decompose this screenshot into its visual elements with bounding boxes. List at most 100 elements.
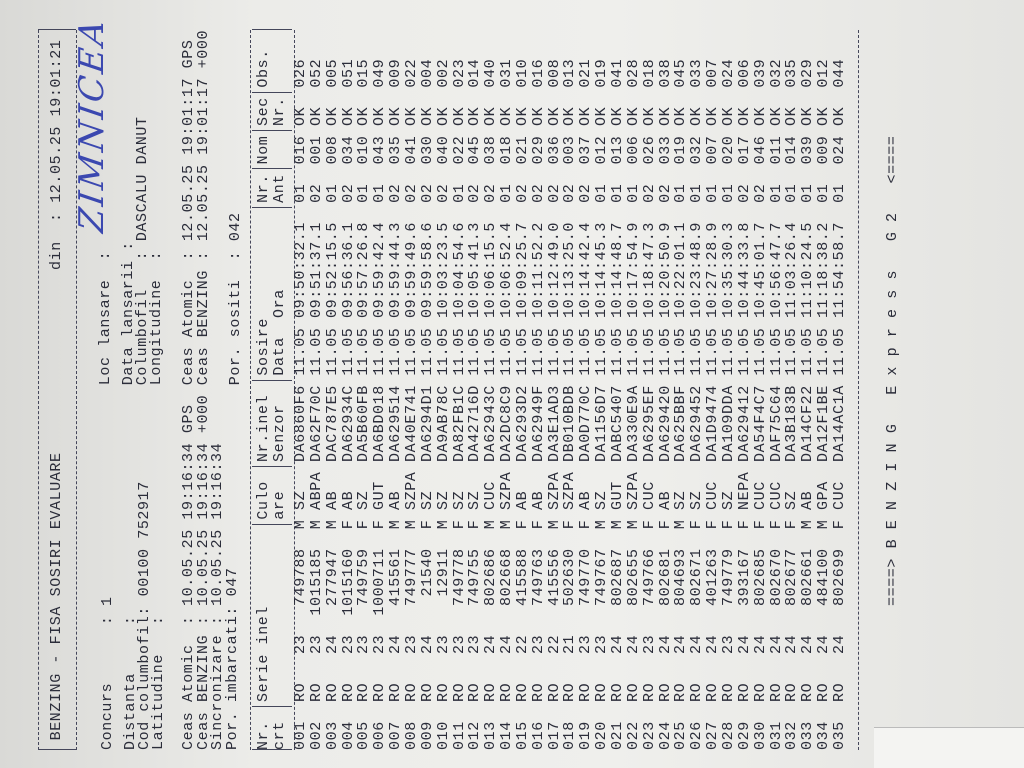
color: ABPA [307, 471, 325, 510]
arrival-date: 11.05 [593, 327, 611, 376]
handwritten-location: ZIMNICEA [72, 14, 112, 235]
nom: 001 [307, 135, 325, 165]
status: OK [434, 106, 452, 126]
status: OK [418, 106, 436, 126]
sensor: DAC787E5 [323, 385, 341, 462]
sec-number: 016 [529, 58, 547, 88]
column-header: Nr. [271, 97, 288, 126]
year: 23 [577, 634, 595, 654]
country: RO [830, 682, 848, 702]
column-header: Sec [255, 97, 272, 126]
year: 24 [656, 634, 674, 654]
ring-number: 393167 [735, 548, 753, 606]
nom: 034 [339, 135, 357, 165]
antenna: 01 [323, 183, 341, 203]
ring-number: 415556 [545, 548, 563, 606]
color: CUC [767, 481, 785, 510]
sensor: DABC5407 [609, 385, 626, 462]
sec-number: 045 [672, 58, 690, 88]
color: AB [323, 490, 341, 510]
status: OK [688, 106, 706, 126]
row-number: 010 [434, 721, 452, 750]
sex: M [498, 519, 516, 530]
row-number: 013 [482, 721, 500, 750]
ring-number: 802699 [830, 548, 848, 606]
nom: 022 [450, 135, 468, 165]
country: RO [402, 682, 420, 702]
sensor: DA6294D1 [418, 385, 436, 462]
year: 24 [672, 634, 690, 654]
year: 23 [466, 634, 484, 654]
year: 22 [513, 634, 531, 654]
info-line: Por. imbarcati: 047 [224, 567, 241, 750]
ring-number: 502630 [561, 548, 579, 606]
sec-number: 012 [815, 58, 833, 88]
status: OK [640, 106, 658, 126]
sensor: DA82FB1C [450, 385, 468, 462]
sex: F [783, 519, 801, 530]
arrival-time: 10:06:52.4 [498, 221, 516, 318]
rule-bar [38, 29, 76, 30]
sec-number: 002 [434, 58, 452, 88]
nom: 013 [609, 135, 626, 165]
ring-number: 749770 [577, 548, 595, 606]
sex: F [450, 519, 468, 530]
antenna: 01 [830, 183, 848, 203]
sensor: DA109DDA [719, 385, 737, 462]
sec-number: 004 [418, 58, 436, 88]
country: RO [783, 682, 801, 702]
color: SZ [688, 490, 706, 510]
ring-number: 802668 [498, 548, 516, 606]
row-number: 026 [688, 721, 706, 750]
year: 23 [292, 634, 309, 654]
arrival-date: 11.05 [402, 327, 420, 376]
ring-number: 749777 [402, 548, 420, 606]
sex: M [482, 519, 500, 530]
arrival-time: 10:27:28.9 [704, 221, 722, 318]
column-header: Data Ora [271, 289, 288, 376]
antenna: 01 [609, 183, 626, 203]
sec-number: 039 [751, 58, 769, 88]
nom: 010 [355, 135, 373, 165]
ring-number: 802671 [688, 548, 706, 606]
arrival-date: 11.05 [672, 327, 690, 376]
sex: F [719, 519, 737, 530]
ring-number: 802681 [656, 548, 674, 606]
arrival-time: 10:03:23.5 [434, 221, 452, 318]
arrival-time: 09:59:42.4 [371, 221, 389, 318]
country: RO [466, 682, 484, 702]
row-number: 009 [418, 721, 436, 750]
sec-number: 049 [371, 58, 389, 88]
country: RO [704, 682, 722, 702]
arrival-time: 11:03:26.4 [783, 221, 801, 318]
status: OK [466, 106, 484, 126]
status: OK [577, 106, 595, 126]
country: RO [561, 682, 579, 702]
nom: 011 [767, 135, 785, 165]
color: SZPA [545, 471, 563, 510]
sensor: DA625BBF [672, 385, 690, 462]
dashed-rule [250, 30, 251, 750]
status: OK [482, 106, 500, 126]
antenna: 02 [387, 183, 405, 203]
year: 23 [529, 634, 547, 654]
nom: 030 [418, 135, 436, 165]
arrival-time: 10:17:54.9 [624, 221, 642, 318]
color: AB [387, 490, 405, 510]
arrival-time: 09:59:44.3 [387, 221, 405, 318]
status: OK [339, 106, 357, 126]
row-number: 004 [339, 721, 357, 750]
antenna: 02 [307, 183, 325, 203]
arrival-date: 11.05 [434, 327, 452, 376]
row-number: 011 [450, 721, 468, 750]
sec-number: 044 [830, 58, 848, 88]
arrival-time: 10:35:30.3 [719, 221, 737, 318]
color: SZPA [561, 471, 579, 510]
sex: F [704, 519, 722, 530]
nom: 008 [323, 135, 341, 165]
year: 23 [450, 634, 468, 654]
dashed-rule [38, 30, 39, 750]
sensor: DB010BDB [561, 385, 579, 462]
country: RO [815, 682, 833, 702]
ring-number: 1000711 [371, 548, 389, 616]
